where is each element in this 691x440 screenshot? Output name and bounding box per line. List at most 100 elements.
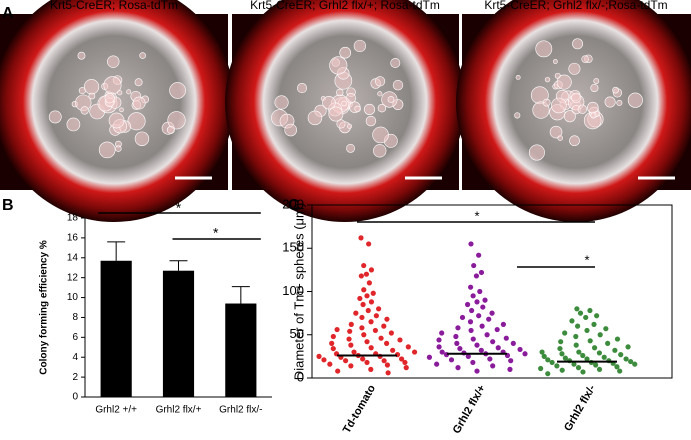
y-tick-label: 16: [67, 233, 79, 244]
plot-frame: [311, 204, 673, 379]
sphere: [571, 92, 582, 103]
data-point: [348, 321, 354, 327]
sphere: [104, 93, 115, 104]
sphere: [166, 126, 175, 134]
sphere: [328, 106, 344, 122]
data-point: [330, 345, 336, 352]
data-point: [436, 337, 442, 343]
sphere: [345, 92, 357, 104]
x-tick-label: Grhl2 flx/+: [156, 405, 202, 416]
sphere: [373, 144, 387, 158]
y-tick-label: 10: [67, 292, 79, 303]
photo-title: Krt5-CreER; Grhl2 flx/+; Rosa-tdTm: [250, 0, 440, 12]
data-point: [494, 326, 500, 333]
data-point: [381, 323, 387, 329]
sphere: [604, 96, 616, 108]
data-point: [584, 356, 590, 362]
data-point: [575, 365, 582, 371]
data-point: [538, 365, 544, 372]
x-tick-label: Grhl2 +/+: [95, 405, 137, 416]
data-point: [330, 333, 336, 340]
data-point: [517, 346, 523, 353]
y-axis-label: Diameter of Tm+ spheres (μm): [291, 203, 306, 380]
sphere: [107, 55, 120, 68]
data-point: [464, 301, 471, 308]
data-point: [399, 356, 405, 362]
data-point: [436, 344, 442, 350]
data-point: [361, 287, 367, 293]
sphere: [274, 95, 289, 110]
data-point: [500, 321, 506, 327]
data-point: [596, 350, 602, 356]
data-point: [478, 347, 484, 353]
data-point: [559, 367, 565, 373]
sphere: [169, 82, 186, 99]
sphere: [557, 135, 563, 141]
data-point: [372, 327, 379, 334]
data-point: [370, 290, 376, 296]
photo-title: Krt5-CreER; Rosa-tdTm: [50, 0, 178, 12]
data-point: [335, 368, 341, 374]
data-point: [473, 273, 480, 279]
data-point: [476, 252, 482, 258]
data-point: [478, 269, 485, 276]
sphere: [387, 96, 395, 103]
sphere: [365, 115, 377, 127]
data-point: [348, 342, 354, 348]
data-point: [360, 301, 366, 308]
data-point: [453, 333, 459, 340]
data-point: [591, 345, 598, 351]
data-point: [603, 326, 609, 332]
data-point: [597, 332, 603, 338]
data-point: [574, 306, 580, 312]
data-point: [459, 314, 466, 321]
data-point: [549, 359, 555, 366]
data-point: [558, 339, 564, 345]
sphere: [134, 131, 150, 146]
data-point: [365, 307, 371, 314]
y-tick-label: 14: [67, 252, 79, 263]
data-point: [583, 314, 589, 321]
sphere: [542, 98, 551, 107]
sphere: [569, 135, 580, 147]
data-point: [562, 330, 568, 336]
data-point: [571, 361, 577, 367]
sphere: [284, 123, 297, 137]
data-point: [363, 271, 370, 277]
data-point: [334, 326, 340, 333]
sphere: [377, 91, 383, 97]
sphere: [556, 74, 572, 90]
data-point: [591, 321, 597, 327]
data-point: [479, 323, 485, 329]
data-point: [411, 349, 418, 355]
data-point: [574, 323, 581, 329]
y-tick-label: 200: [282, 196, 304, 211]
data-point: [554, 363, 560, 369]
annotation: *: [474, 208, 479, 223]
data-point: [605, 340, 611, 346]
data-point: [359, 325, 365, 331]
sphere: [572, 38, 584, 50]
sphere: [126, 89, 132, 95]
data-point: [503, 335, 509, 341]
data-point: [545, 371, 551, 377]
data-point: [381, 358, 387, 364]
annotation: *: [213, 225, 219, 241]
sphere: [341, 100, 347, 107]
y-tick-label: 0: [297, 369, 304, 384]
sphere: [167, 111, 186, 130]
data-point: [618, 352, 624, 358]
sphere: [296, 83, 308, 94]
panel-label: A: [2, 5, 14, 22]
data-point: [490, 363, 496, 369]
data-point: [584, 327, 590, 334]
data-point: [455, 365, 461, 371]
y-tick-label: 150: [282, 240, 304, 255]
sphere: [528, 144, 545, 161]
data-point: [353, 310, 359, 316]
y-tick-label: 6: [72, 332, 78, 343]
sphere: [581, 55, 589, 63]
data-point: [612, 347, 618, 353]
data-point: [487, 356, 493, 362]
sphere: [612, 86, 619, 94]
